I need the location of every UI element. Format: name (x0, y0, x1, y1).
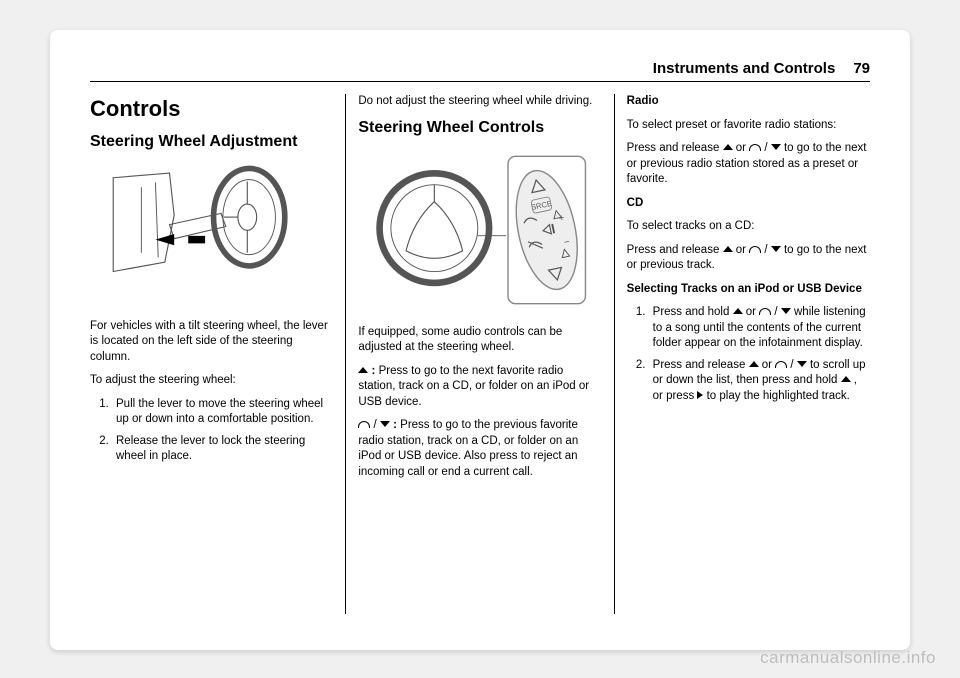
t-u1b: or (743, 306, 760, 318)
phone-end-icon (358, 421, 370, 428)
column-1: Controls Steering Wheel Adjustment (90, 94, 346, 614)
phone-end-icon (759, 308, 771, 315)
t-r3: / (761, 142, 771, 154)
column-2: Do not adjust the steering wheel while d… (346, 94, 614, 614)
t-u2f: to play the highlighted track. (703, 390, 849, 402)
para-cd-action: Press and release or / to go to the next… (627, 243, 870, 274)
steering-controls-svg: SRCE + − (358, 145, 601, 315)
triangle-down-icon (781, 308, 791, 314)
column-3: Radio To select preset or favorite radio… (615, 94, 870, 614)
t-u2c: / (787, 359, 797, 371)
section-heading-controls: Controls (90, 94, 333, 124)
triangle-up-icon (749, 361, 759, 367)
colon-1: : (368, 365, 378, 377)
phone-end-icon (749, 246, 761, 253)
t-c1: Press and release (627, 244, 723, 256)
para-radio-action: Press and release or / to go to the next… (627, 141, 870, 188)
subheading-steering-adjustment: Steering Wheel Adjustment (90, 132, 333, 151)
triangle-down-icon (380, 421, 390, 427)
figure-steering-controls: SRCE + − (358, 145, 601, 315)
para-do-not-adjust: Do not adjust the steering wheel while d… (358, 94, 601, 110)
para-adjust-intro: To adjust the steering wheel: (90, 373, 333, 389)
usb-steps-list: Press and hold or / while listening to a… (627, 305, 870, 404)
triangle-up-icon (841, 376, 851, 382)
phone-end-icon (775, 361, 787, 368)
t-u1c: / (771, 306, 781, 318)
t-r2: or (733, 142, 750, 154)
triangle-up-icon (358, 367, 368, 373)
text-next-favorite: Press to go to the next favorite radio s… (358, 365, 589, 408)
heading-cd: CD (627, 196, 870, 212)
para-next-favorite: : Press to go to the next favorite radio… (358, 364, 601, 411)
adjust-steps-list: Pull the lever to move the steering whee… (90, 397, 333, 465)
t-c3: / (761, 244, 771, 256)
content-columns: Controls Steering Wheel Adjustment (90, 94, 870, 614)
para-radio-intro: To select preset or favorite radio stati… (627, 118, 870, 134)
subheading-steering-controls: Steering Wheel Controls (358, 118, 601, 137)
heading-usb: Selecting Tracks on an iPod or USB Devic… (627, 282, 870, 298)
triangle-up-icon (723, 144, 733, 150)
usb-step-2: Press and release or / to scroll up or d… (649, 358, 870, 405)
triangle-down-icon (771, 144, 781, 150)
steering-adjust-svg (90, 159, 333, 309)
para-cd-intro: To select tracks on a CD: (627, 219, 870, 235)
colon-2: : (390, 419, 400, 431)
page-header: Instruments and Controls 79 (90, 60, 870, 82)
manual-page: Instruments and Controls 79 Controls Ste… (50, 30, 910, 650)
t-r1: Press and release (627, 142, 723, 154)
t-u1a: Press and hold (653, 306, 733, 318)
para-if-equipped: If equipped, some audio controls can be … (358, 325, 601, 356)
t-c2: or (733, 244, 750, 256)
triangle-up-icon (723, 246, 733, 252)
header-chapter-title: Instruments and Controls (653, 60, 836, 77)
adjust-step-1: Pull the lever to move the steering whee… (112, 397, 333, 428)
header-page-number: 79 (853, 60, 870, 77)
figure-steering-adjust (90, 159, 333, 309)
triangle-down-icon (771, 246, 781, 252)
heading-radio: Radio (627, 94, 870, 110)
para-tilt-steering: For vehicles with a tilt steering wheel,… (90, 319, 333, 366)
para-prev-favorite: / : Press to go to the previous favorite… (358, 418, 601, 480)
usb-step-1: Press and hold or / while listening to a… (649, 305, 870, 352)
watermark-text: carmanualsonline.info (760, 648, 936, 668)
t-u2a: Press and release (653, 359, 749, 371)
phone-end-icon (749, 144, 761, 151)
t-u2b: or (759, 359, 776, 371)
triangle-up-icon (733, 308, 743, 314)
adjust-step-2: Release the lever to lock the steering w… (112, 434, 333, 465)
triangle-down-icon (797, 361, 807, 367)
